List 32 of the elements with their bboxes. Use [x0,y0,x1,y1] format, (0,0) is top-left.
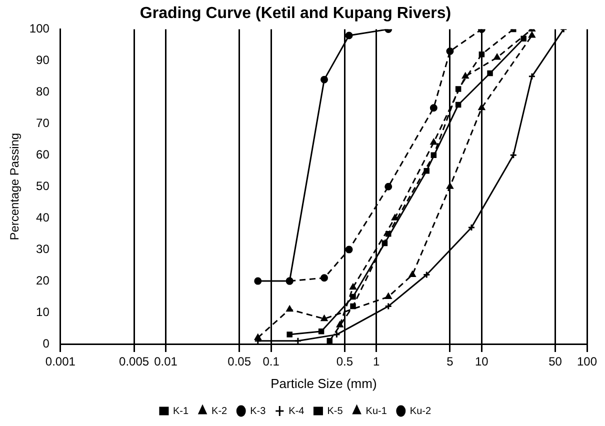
x-tick-label: 1 [373,354,380,369]
y-tick-label: 0 [42,336,50,350]
x-tick-label: 0.5 [336,354,354,369]
legend-label: K-4 [288,406,305,417]
y-tick-label: 30 [36,242,50,256]
y-tick-label: 90 [36,52,50,67]
x-axis-title: Particle Size (mm) [270,376,377,391]
y-tick-label: 70 [36,116,50,130]
y-tick-label: 100 [29,22,50,36]
legend-label: K-1 [172,406,189,417]
legend-label: Ku-1 [366,406,388,417]
y-tick-label: 20 [36,273,50,288]
x-tick-label: 0.001 [45,354,76,369]
x-tick-label: 0.1 [262,354,280,369]
y-tick-label: 80 [36,84,50,98]
legend-label: Ku-2 [410,406,432,417]
x-tick-label: 10 [475,354,489,369]
y-tick-label: 50 [36,178,50,193]
y-tick-label: 60 [36,147,50,162]
y-tick-label: 10 [36,304,50,319]
y-axis-title: Percentage Passing [8,132,22,240]
x-tick-label: 0.05 [228,354,252,369]
x-tick-label: 5 [446,354,454,369]
legend-label: K-2 [212,406,228,417]
x-tick-label: 0.01 [154,354,178,369]
legend-label: K-5 [327,406,344,417]
legend-label: K-3 [250,406,266,417]
x-tick-label: 100 [576,354,598,369]
chart-title: Grading Curve (Ketil and Kupang Rivers) [140,5,452,22]
x-tick-label: 50 [548,354,562,369]
y-tick-label: 40 [36,210,50,224]
x-tick-label: 0.005 [119,354,150,369]
